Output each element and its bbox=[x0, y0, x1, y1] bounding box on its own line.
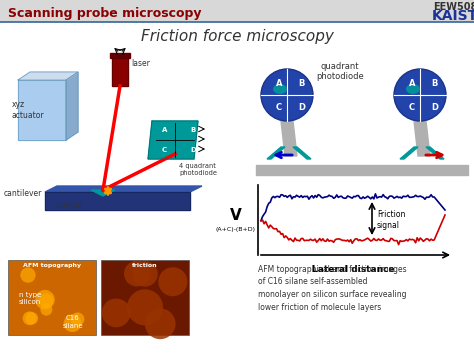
Text: A: A bbox=[409, 78, 416, 87]
Circle shape bbox=[145, 308, 175, 339]
Text: A: A bbox=[276, 78, 283, 87]
Text: 4 quadrant
photodiode: 4 quadrant photodiode bbox=[179, 163, 217, 176]
Circle shape bbox=[394, 69, 446, 121]
Text: (A+C)-(B+D): (A+C)-(B+D) bbox=[216, 226, 256, 231]
Polygon shape bbox=[281, 121, 297, 156]
Circle shape bbox=[127, 289, 163, 326]
Circle shape bbox=[261, 69, 313, 121]
Text: C: C bbox=[276, 103, 282, 111]
Text: A: A bbox=[162, 127, 167, 133]
Text: EEW508: EEW508 bbox=[433, 2, 474, 12]
Circle shape bbox=[132, 261, 158, 286]
Polygon shape bbox=[112, 58, 128, 86]
Circle shape bbox=[40, 304, 52, 316]
Polygon shape bbox=[18, 80, 66, 140]
Text: sample: sample bbox=[55, 201, 83, 209]
Text: Scanning probe microscopy: Scanning probe microscopy bbox=[8, 6, 201, 20]
Text: quadrant
photodiode: quadrant photodiode bbox=[316, 62, 364, 81]
Text: Friction
signal: Friction signal bbox=[377, 210, 405, 230]
Text: C: C bbox=[409, 103, 415, 111]
Polygon shape bbox=[256, 165, 468, 175]
Text: V: V bbox=[230, 208, 242, 223]
Circle shape bbox=[102, 299, 130, 327]
Polygon shape bbox=[45, 186, 202, 192]
Polygon shape bbox=[148, 121, 198, 159]
Ellipse shape bbox=[273, 84, 287, 94]
Bar bbox=[101, 260, 189, 335]
Circle shape bbox=[64, 315, 81, 332]
Polygon shape bbox=[45, 192, 190, 210]
Text: B: B bbox=[298, 78, 304, 87]
Circle shape bbox=[20, 267, 36, 283]
Circle shape bbox=[39, 294, 54, 308]
Text: AFM topographical and friction images
of C16 silane self-assembled
monolayer on : AFM topographical and friction images of… bbox=[258, 265, 407, 311]
Text: laser: laser bbox=[131, 59, 150, 67]
Text: friction: friction bbox=[132, 263, 158, 268]
Text: xyz
actuator: xyz actuator bbox=[12, 100, 45, 120]
Polygon shape bbox=[18, 72, 78, 80]
Circle shape bbox=[158, 267, 187, 296]
Text: D: D bbox=[431, 103, 438, 111]
Polygon shape bbox=[66, 72, 78, 140]
Ellipse shape bbox=[406, 84, 420, 94]
Text: C: C bbox=[162, 147, 167, 153]
Text: Friction force microscopy: Friction force microscopy bbox=[141, 28, 333, 44]
Polygon shape bbox=[400, 147, 418, 159]
Bar bbox=[0, 0, 474, 22]
Text: AFM topography: AFM topography bbox=[23, 263, 81, 268]
Text: cantilever: cantilever bbox=[4, 189, 42, 197]
Text: B: B bbox=[431, 78, 438, 87]
Text: B: B bbox=[190, 127, 195, 133]
Text: C16
silane: C16 silane bbox=[63, 316, 83, 328]
Text: Lateral distance: Lateral distance bbox=[312, 264, 394, 273]
Polygon shape bbox=[110, 53, 130, 58]
Polygon shape bbox=[426, 147, 444, 159]
Polygon shape bbox=[293, 147, 311, 159]
Circle shape bbox=[23, 311, 36, 325]
Circle shape bbox=[71, 312, 84, 326]
Text: D: D bbox=[298, 103, 305, 111]
Text: n type
silicon: n type silicon bbox=[19, 291, 41, 305]
Polygon shape bbox=[267, 147, 285, 159]
Text: D: D bbox=[190, 147, 196, 153]
Circle shape bbox=[124, 261, 150, 286]
Polygon shape bbox=[91, 190, 115, 196]
Polygon shape bbox=[414, 121, 430, 156]
Bar bbox=[8, 260, 96, 335]
Text: KAIST: KAIST bbox=[432, 9, 474, 23]
Circle shape bbox=[35, 290, 55, 310]
Circle shape bbox=[26, 312, 38, 324]
